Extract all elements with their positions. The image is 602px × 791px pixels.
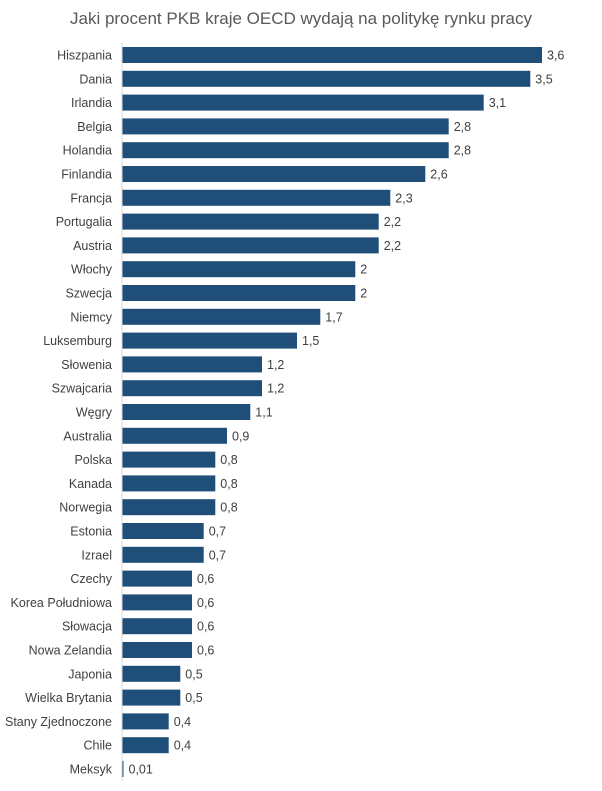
bar	[122, 47, 542, 63]
category-label: Australia	[63, 429, 112, 443]
category-label: Japonia	[68, 667, 112, 681]
bar	[122, 285, 356, 301]
bar	[122, 451, 216, 468]
bar	[122, 189, 391, 206]
category-label: Szwecja	[65, 287, 112, 301]
bar	[122, 546, 204, 563]
category-label: Kanada	[69, 477, 112, 491]
value-label: 0,6	[197, 596, 214, 610]
bar	[122, 332, 297, 349]
bar	[122, 427, 227, 444]
value-label: 0,6	[197, 620, 214, 634]
value-label: 0,01	[129, 763, 153, 777]
bar	[122, 237, 379, 254]
category-label: Wielka Brytania	[25, 691, 112, 705]
bar	[122, 261, 356, 278]
value-label: 2,6	[430, 168, 447, 182]
value-label: 1,2	[267, 358, 284, 372]
category-label: Finlandia	[61, 168, 112, 182]
bar	[122, 642, 192, 658]
bar	[122, 308, 321, 325]
value-label: 0,5	[185, 667, 202, 681]
value-label: 0,6	[197, 644, 214, 658]
category-label: Norwegia	[59, 501, 112, 515]
category-label: Chile	[84, 739, 113, 753]
value-label: 2,8	[454, 144, 471, 158]
category-label: Włochy	[71, 263, 113, 277]
category-label: Austria	[73, 239, 112, 253]
value-label: 3,1	[489, 96, 506, 110]
bar	[122, 118, 449, 135]
category-label: Belgia	[77, 120, 112, 134]
category-label: Niemcy	[70, 310, 112, 324]
value-label: 2,2	[384, 239, 401, 253]
bar	[122, 356, 262, 373]
value-label: 0,8	[220, 477, 237, 491]
bars-group	[122, 47, 542, 777]
bar	[122, 618, 192, 635]
bar	[122, 142, 449, 159]
category-label: Irlandia	[71, 96, 112, 110]
bar	[122, 499, 216, 516]
category-label: Nowa Zelandia	[29, 644, 112, 658]
category-label: Izrael	[81, 548, 112, 562]
bar	[122, 594, 192, 611]
category-label: Portugalia	[56, 215, 112, 229]
value-label: 1,2	[267, 382, 284, 396]
bar	[122, 761, 124, 777]
value-label: 0,7	[209, 548, 226, 562]
category-label: Korea Południowa	[11, 596, 113, 610]
category-label: Polska	[74, 453, 112, 467]
chart-title: Jaki procent PKB kraje OECD wydają na po…	[70, 9, 533, 28]
bar	[122, 475, 216, 492]
bar	[122, 665, 181, 682]
bar	[122, 737, 169, 754]
value-label: 2,2	[384, 215, 401, 229]
category-labels-group: Hiszpania Dania Irlandia Belgia Holandia Finl…	[5, 49, 113, 777]
category-label: Stany Zjednoczone	[5, 715, 112, 729]
category-label: Słowacja	[62, 620, 112, 634]
category-label: Dania	[79, 72, 112, 86]
category-label: Meksyk	[70, 763, 113, 777]
value-label: 2,8	[454, 120, 471, 134]
value-labels-group: 3,6 3,5 3,1 2,8 2,8 2,6 2,3 2,2 2,2 2 2 1,7 1,5 1,2 1,…	[129, 49, 565, 777]
category-label: Luksemburg	[43, 334, 112, 348]
category-label: Holandia	[63, 144, 112, 158]
bar	[122, 713, 169, 730]
bar	[122, 523, 204, 539]
value-label: 0,7	[209, 525, 226, 539]
value-label: 0,4	[174, 715, 191, 729]
bar	[122, 404, 251, 420]
value-label: 0,6	[197, 572, 214, 586]
value-label: 0,9	[232, 429, 249, 443]
category-label: Szwajcaria	[52, 382, 112, 396]
category-label: Hiszpania	[57, 49, 112, 63]
category-label: Francja	[70, 191, 112, 205]
value-label: 2	[360, 287, 367, 301]
bar	[122, 380, 262, 397]
value-label: 0,8	[220, 453, 237, 467]
category-label: Słowenia	[61, 358, 112, 372]
value-label: 3,5	[535, 72, 552, 86]
bar	[122, 213, 379, 230]
value-label: 1,7	[325, 310, 342, 324]
bar	[122, 94, 484, 111]
value-label: 1,1	[255, 406, 272, 420]
category-label: Czechy	[70, 572, 112, 586]
value-label: 2	[360, 263, 367, 277]
value-label: 3,6	[547, 49, 564, 63]
bar	[122, 689, 181, 706]
category-label: Węgry	[76, 406, 113, 420]
value-label: 0,4	[174, 739, 191, 753]
bar	[122, 70, 531, 87]
bar	[122, 166, 426, 182]
bar	[122, 570, 192, 587]
category-label: Estonia	[70, 525, 112, 539]
value-label: 1,5	[302, 334, 319, 348]
value-label: 0,5	[185, 691, 202, 705]
value-label: 0,8	[220, 501, 237, 515]
value-label: 2,3	[395, 191, 412, 205]
